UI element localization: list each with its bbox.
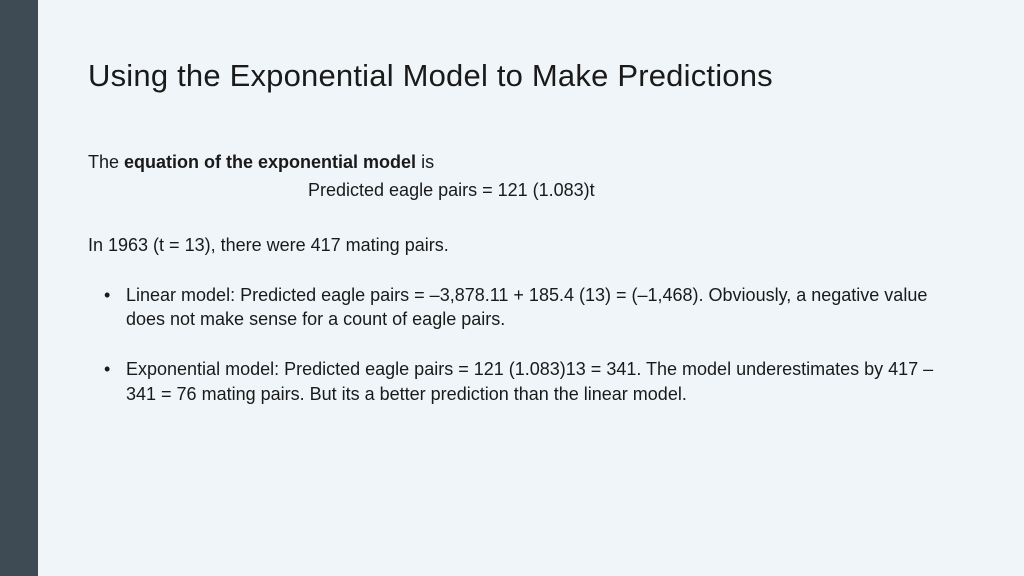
equation-line: Predicted eagle pairs = 121 (1.083)t (88, 178, 954, 202)
accent-sidebar (0, 0, 38, 576)
list-item: Exponential model: Predicted eagle pairs… (126, 357, 954, 406)
intro-suffix: is (416, 152, 434, 172)
slide-content: Using the Exponential Model to Make Pred… (38, 0, 1024, 576)
slide-body: The equation of the exponential model is… (88, 150, 954, 406)
slide-title: Using the Exponential Model to Make Pred… (88, 58, 954, 94)
intro-bold: equation of the exponential model (124, 152, 416, 172)
intro-prefix: The (88, 152, 124, 172)
context-line: In 1963 (t = 13), there were 417 mating … (88, 233, 954, 257)
bullet-list: Linear model: Predicted eagle pairs = –3… (88, 283, 954, 406)
intro-line: The equation of the exponential model is (88, 150, 954, 174)
list-item: Linear model: Predicted eagle pairs = –3… (126, 283, 954, 332)
